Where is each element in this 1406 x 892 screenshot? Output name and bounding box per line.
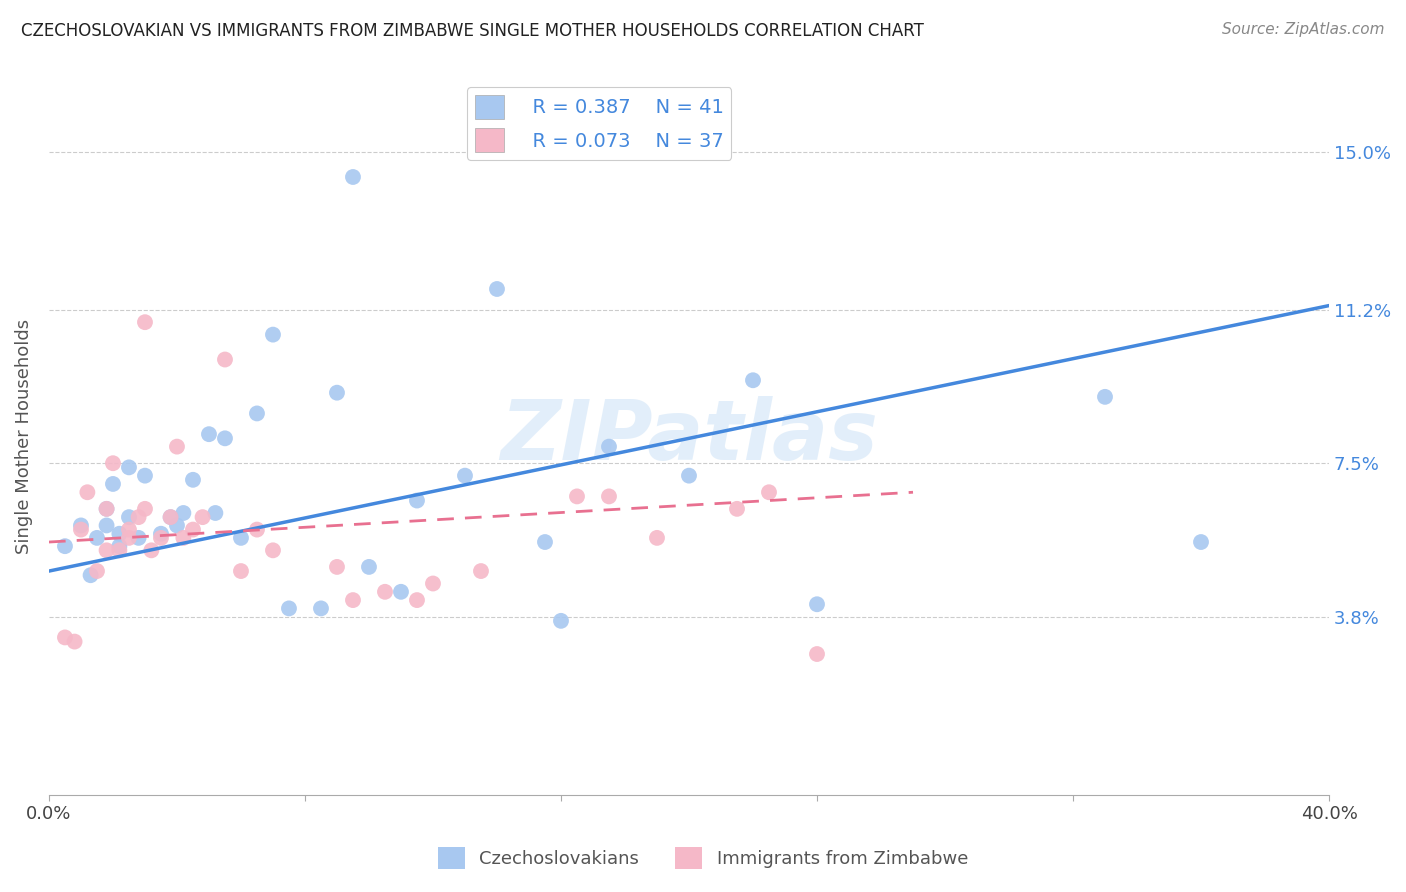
Point: [262, 327, 284, 342]
Point: [134, 501, 156, 516]
Point: [422, 576, 444, 591]
Point: [159, 510, 181, 524]
Point: [166, 518, 188, 533]
Point: [485, 282, 508, 296]
Point: [645, 531, 668, 545]
Point: [1189, 535, 1212, 549]
Point: [214, 352, 236, 367]
Point: [53, 539, 76, 553]
Point: [678, 468, 700, 483]
Point: [149, 531, 172, 545]
Point: [86, 531, 108, 545]
Point: [53, 631, 76, 645]
Point: [342, 169, 364, 184]
Point: [278, 601, 301, 615]
Point: [742, 373, 765, 387]
Point: [806, 647, 828, 661]
Point: [309, 601, 332, 615]
Point: [149, 526, 172, 541]
Point: [806, 597, 828, 611]
Point: [204, 506, 226, 520]
Point: [108, 539, 131, 553]
Text: ZIPatlas: ZIPatlas: [501, 396, 877, 476]
Point: [454, 468, 477, 483]
Point: [141, 543, 163, 558]
Point: [1094, 390, 1116, 404]
Point: [214, 431, 236, 445]
Point: [191, 510, 214, 524]
Point: [118, 460, 141, 475]
Point: [166, 440, 188, 454]
Point: [101, 477, 124, 491]
Point: [96, 518, 118, 533]
Point: [108, 526, 131, 541]
Point: [598, 440, 620, 454]
Point: [118, 531, 141, 545]
Point: [470, 564, 492, 578]
Point: [128, 531, 150, 545]
Point: [342, 593, 364, 607]
Point: [108, 543, 131, 558]
Point: [534, 535, 557, 549]
Point: [406, 593, 429, 607]
Point: [76, 485, 98, 500]
Point: [70, 518, 93, 533]
Legend:   R = 0.387    N = 41,   R = 0.073    N = 37: R = 0.387 N = 41, R = 0.073 N = 37: [467, 87, 731, 160]
Text: Source: ZipAtlas.com: Source: ZipAtlas.com: [1222, 22, 1385, 37]
Point: [198, 427, 221, 442]
Point: [326, 385, 349, 400]
Point: [246, 406, 269, 420]
Point: [598, 490, 620, 504]
Point: [86, 564, 108, 578]
Point: [758, 485, 780, 500]
Point: [229, 564, 252, 578]
Point: [262, 543, 284, 558]
Point: [96, 501, 118, 516]
Point: [357, 560, 380, 574]
Point: [374, 584, 396, 599]
Point: [101, 456, 124, 470]
Point: [159, 510, 181, 524]
Point: [389, 584, 412, 599]
Point: [118, 510, 141, 524]
Point: [229, 531, 252, 545]
Point: [63, 634, 86, 648]
Point: [134, 315, 156, 329]
Point: [96, 543, 118, 558]
Point: [550, 614, 572, 628]
Point: [70, 523, 93, 537]
Point: [181, 523, 204, 537]
Point: [118, 523, 141, 537]
Point: [406, 493, 429, 508]
Point: [134, 468, 156, 483]
Point: [326, 560, 349, 574]
Point: [128, 510, 150, 524]
Legend: Czechoslovakians, Immigrants from Zimbabwe: Czechoslovakians, Immigrants from Zimbab…: [430, 839, 976, 876]
Text: CZECHOSLOVAKIAN VS IMMIGRANTS FROM ZIMBABWE SINGLE MOTHER HOUSEHOLDS CORRELATION: CZECHOSLOVAKIAN VS IMMIGRANTS FROM ZIMBA…: [21, 22, 924, 40]
Point: [172, 531, 194, 545]
Point: [96, 501, 118, 516]
Point: [79, 568, 101, 582]
Point: [172, 506, 194, 520]
Point: [181, 473, 204, 487]
Point: [725, 501, 748, 516]
Point: [246, 523, 269, 537]
Point: [565, 490, 588, 504]
Y-axis label: Single Mother Households: Single Mother Households: [15, 318, 32, 554]
